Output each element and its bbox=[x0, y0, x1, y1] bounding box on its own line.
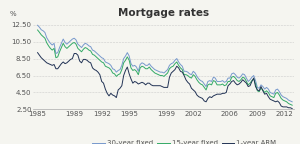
30-year fixed bbox=[82, 44, 85, 46]
1-year ARM bbox=[50, 65, 54, 66]
30-year fixed bbox=[162, 72, 166, 74]
Line: 1-year ARM: 1-year ARM bbox=[38, 53, 292, 109]
1-year ARM bbox=[82, 59, 85, 60]
Legend: 30-year fixed, 15-year fixed, 1-year ARM: 30-year fixed, 15-year fixed, 1-year ARM bbox=[92, 140, 277, 144]
15-year fixed bbox=[50, 49, 54, 51]
30-year fixed bbox=[290, 101, 294, 103]
Line: 15-year fixed: 15-year fixed bbox=[38, 30, 292, 105]
30-year fixed bbox=[61, 38, 65, 40]
15-year fixed bbox=[82, 48, 85, 50]
30-year fixed bbox=[36, 24, 39, 26]
Text: %: % bbox=[10, 11, 16, 17]
1-year ARM bbox=[162, 87, 166, 88]
15-year fixed bbox=[162, 75, 166, 77]
1-year ARM bbox=[287, 107, 290, 109]
30-year fixed bbox=[287, 99, 290, 101]
15-year fixed bbox=[61, 42, 65, 44]
15-year fixed bbox=[36, 29, 39, 31]
Line: 30-year fixed: 30-year fixed bbox=[38, 25, 292, 102]
1-year ARM bbox=[290, 108, 294, 109]
1-year ARM bbox=[61, 61, 65, 63]
1-year ARM bbox=[45, 62, 49, 64]
1-year ARM bbox=[36, 52, 39, 54]
30-year fixed bbox=[45, 37, 49, 39]
15-year fixed bbox=[287, 103, 290, 104]
15-year fixed bbox=[45, 42, 49, 44]
Title: Mortgage rates: Mortgage rates bbox=[118, 8, 209, 18]
15-year fixed bbox=[290, 104, 294, 106]
30-year fixed bbox=[50, 44, 54, 46]
